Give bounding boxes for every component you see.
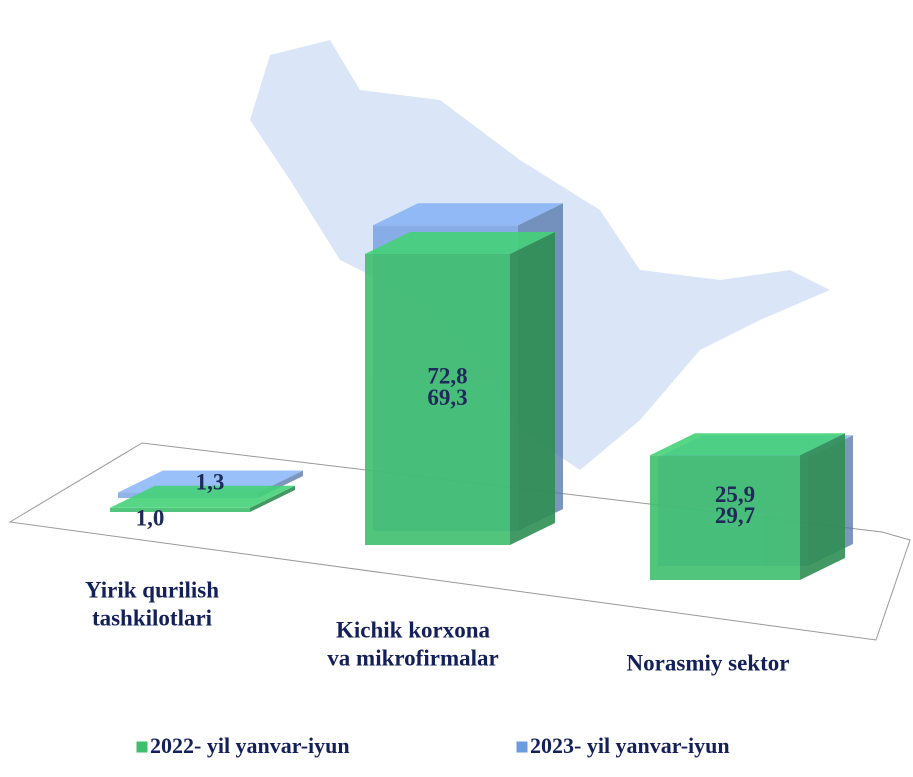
category-label: Norasmiy sektor (627, 650, 790, 675)
legend-swatch (135, 740, 149, 754)
labels: 1,3 72,8 25,9 1,0 69,3 29,7 Yirik qurilish tash… (85, 363, 789, 758)
value-label: 1,3 (196, 469, 225, 494)
bar-front (110, 507, 250, 512)
legend-label: 2022- yil yanvar-iyun (150, 733, 350, 758)
legend-label: 2023- yil yanvar-iyun (530, 733, 730, 758)
bar-top (365, 231, 555, 254)
value-label: 72,8 (427, 363, 467, 388)
floor (8, 442, 911, 641)
bar-top (110, 485, 295, 508)
value-label: 1,0 (136, 505, 165, 530)
bar-front (650, 455, 800, 580)
category-label: Yirik qurilish (85, 577, 219, 602)
bar (365, 231, 555, 545)
bar-front (365, 253, 510, 545)
legend-swatch (515, 740, 529, 754)
value-label: 29,7 (715, 503, 755, 528)
category-label: Kichik korxona (336, 617, 491, 642)
category-label: va mikrofirmalar (327, 645, 498, 670)
bars (110, 203, 853, 580)
bar-top (373, 203, 563, 226)
bar-side (510, 231, 555, 545)
value-label: 25,9 (715, 482, 755, 507)
bar-side (800, 433, 845, 580)
bar-side (250, 485, 295, 512)
bar-top (650, 433, 845, 456)
bar (650, 433, 845, 580)
value-label: 69,3 (427, 385, 467, 410)
category-label: tashkilotlari (92, 605, 213, 630)
bar (110, 485, 295, 512)
